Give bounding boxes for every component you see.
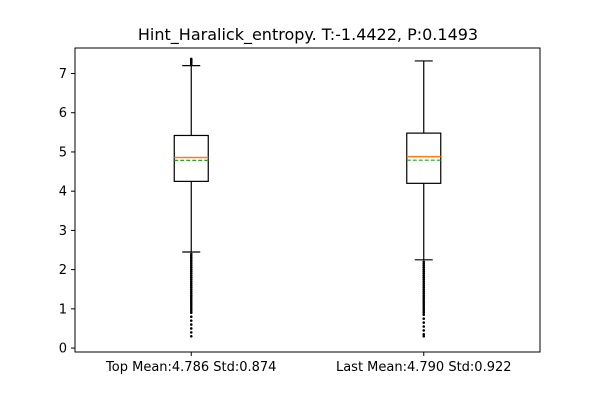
outlier-point — [422, 311, 426, 315]
y-tick-label: 6 — [59, 106, 67, 121]
outlier-point — [422, 268, 426, 271]
y-tick-label: 2 — [59, 263, 67, 278]
outlier-point — [422, 301, 426, 305]
outlier-point — [422, 284, 426, 287]
outlier-point — [189, 301, 193, 305]
chart-title: Hint_Haralick_entropy. T:-1.4422, P:0.14… — [138, 25, 478, 45]
outlier-point — [189, 254, 193, 258]
outlier-point — [189, 287, 193, 291]
boxes-layer — [173, 57, 442, 338]
outlier-point — [422, 329, 426, 332]
outlier-point — [189, 335, 193, 338]
outlier-point — [422, 333, 426, 336]
outlier-point — [422, 285, 426, 289]
outlier-point — [422, 274, 426, 277]
outlier-point — [422, 264, 426, 268]
outlier-point — [422, 307, 426, 311]
outlier-point — [422, 317, 426, 320]
outlier-point — [189, 268, 193, 271]
outlier-point — [189, 307, 193, 311]
outlier-point — [189, 282, 193, 285]
outlier-point — [189, 276, 193, 279]
outlier-point — [422, 309, 426, 313]
outlier-point — [422, 295, 426, 299]
outlier-point — [189, 274, 193, 277]
outlier-point — [422, 278, 426, 281]
outlier-point — [422, 270, 426, 273]
outlier-point — [189, 293, 193, 297]
outlier-point — [422, 293, 426, 297]
y-axis: 0 1 2 3 4 5 6 7 — [59, 67, 75, 357]
outlier-point — [422, 321, 426, 324]
outlier-point — [422, 297, 426, 301]
outlier-point — [189, 266, 193, 269]
outlier-point — [189, 315, 193, 318]
outlier-point — [189, 311, 193, 315]
outlier-point — [189, 252, 193, 256]
outlier-point — [189, 270, 193, 273]
y-tick-label: 7 — [59, 67, 67, 82]
outlier-point — [422, 305, 426, 309]
outlier-point — [189, 299, 193, 303]
outlier-point — [189, 319, 193, 322]
outlier-point — [189, 264, 193, 268]
outlier-point — [422, 291, 426, 295]
outlier-point — [189, 331, 193, 334]
outlier-point — [422, 335, 426, 338]
outlier-point — [422, 303, 426, 307]
y-tick-label: 0 — [59, 342, 67, 357]
outlier-point — [189, 260, 193, 264]
outlier-point — [422, 260, 426, 264]
outlier-point — [422, 313, 426, 317]
outlier-point — [189, 262, 193, 266]
outlier-point — [189, 305, 193, 309]
outlier-point — [189, 295, 193, 299]
iqr-box — [406, 132, 442, 184]
outlier-point — [189, 272, 193, 275]
outlier-point — [189, 323, 193, 326]
outlier-point — [189, 285, 193, 289]
outlier-point — [422, 272, 426, 275]
outlier-point — [189, 284, 193, 287]
outlier-point — [189, 280, 193, 283]
outlier-point — [422, 287, 426, 291]
outlier-point — [189, 327, 193, 330]
outlier-point — [189, 297, 193, 301]
iqr-box — [173, 134, 209, 182]
outlier-point — [422, 262, 426, 266]
box-group — [406, 60, 442, 338]
outlier-point — [422, 299, 426, 303]
outlier-point — [189, 278, 193, 281]
outlier-point — [189, 289, 193, 293]
outlier-point — [189, 291, 193, 295]
outlier-point — [422, 325, 426, 328]
x-tick-label: Top Mean:4.786 Std:0.874 — [105, 360, 276, 375]
outlier-point — [189, 256, 193, 260]
outlier-point — [189, 57, 193, 61]
outlier-point — [189, 303, 193, 307]
y-tick-label: 4 — [59, 185, 67, 200]
y-tick-label: 5 — [59, 145, 67, 160]
plot-frame — [74, 47, 541, 353]
outlier-point — [422, 282, 426, 285]
outlier-point — [189, 258, 193, 262]
y-tick-label: 3 — [59, 224, 67, 239]
outlier-point — [189, 309, 193, 313]
box-group — [173, 57, 209, 338]
x-axis: Top Mean:4.786 Std:0.874 Last Mean:4.790 … — [105, 352, 512, 375]
outlier-point — [422, 266, 426, 269]
x-tick-label: Last Mean:4.790 Std:0.922 — [336, 360, 512, 375]
outlier-point — [422, 280, 426, 283]
y-tick-label: 1 — [59, 302, 67, 317]
outlier-point — [422, 289, 426, 293]
outlier-point — [422, 276, 426, 279]
